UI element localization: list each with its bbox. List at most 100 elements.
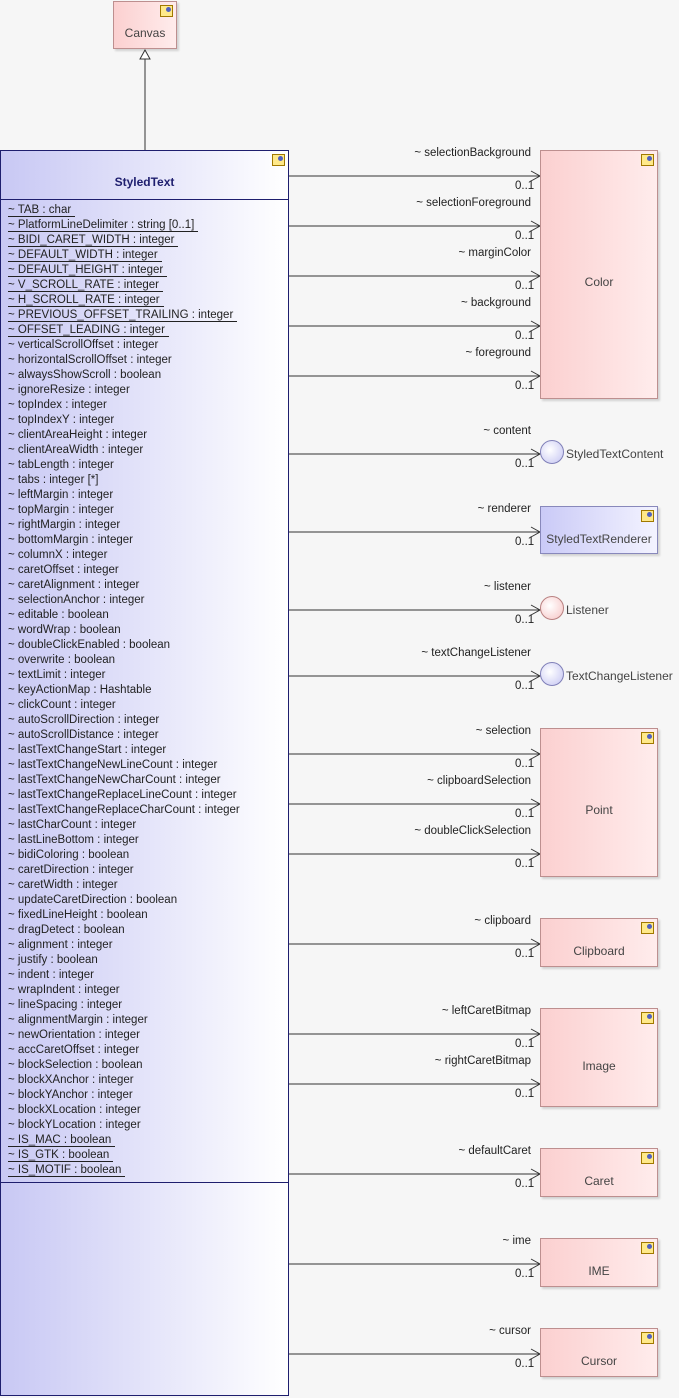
attribute-item: ~ lineSpacing : integer: [8, 998, 240, 1013]
attribute-item: ~ justify : boolean: [8, 953, 240, 968]
attribute-item: ~ horizontalScrollOffset : integer: [8, 353, 240, 368]
attribute-item: ~ alignment : integer: [8, 938, 240, 953]
attribute-item: ~ topIndexY : integer: [8, 413, 240, 428]
color-class[interactable]: Color: [540, 150, 658, 399]
association-role-label: ~ background: [460, 297, 531, 309]
association-multiplicity-label: 0..1: [515, 808, 535, 820]
association-multiplicity-label: 0..1: [515, 230, 535, 242]
attribute-text: ~ horizontalScrollOffset : integer: [8, 354, 172, 366]
association-multiplicity-label: 0..1: [515, 680, 535, 692]
attribute-text: ~ tabLength : integer: [8, 459, 114, 471]
attribute-text: ~ ignoreResize : integer: [8, 384, 130, 396]
styledtextcontent-interface-icon[interactable]: [540, 440, 564, 464]
attribute-text: ~ TAB : char: [8, 204, 76, 217]
point-class[interactable]: Point: [540, 728, 658, 877]
attribute-text: ~ IS_MOTIF : boolean: [8, 1164, 126, 1177]
attribute-text: ~ blockYLocation : integer: [8, 1119, 141, 1131]
association-multiplicity-label: 0..1: [515, 330, 535, 342]
association-role-label: ~ listener: [484, 581, 531, 593]
textchangelistener-label: TextChangeListener: [566, 669, 673, 683]
attribute-item: ~ fixedLineHeight : boolean: [8, 908, 240, 923]
attribute-text: ~ alignment : integer: [8, 939, 113, 951]
ime-class[interactable]: IME: [540, 1238, 658, 1287]
attribute-text: ~ justify : boolean: [8, 954, 98, 966]
attribute-item: ~ blockSelection : boolean: [8, 1058, 240, 1073]
association-role-label: ~ cursor: [489, 1325, 531, 1337]
attribute-text: ~ rightMargin : integer: [8, 519, 121, 531]
cursor-class-name: Cursor: [580, 1354, 617, 1368]
ime-class-name: IME: [588, 1264, 610, 1278]
attribute-item: ~ tabs : integer [*]: [8, 473, 240, 488]
attribute-item: ~ blockYAnchor : integer: [8, 1088, 240, 1103]
attribute-text: ~ blockYAnchor : integer: [8, 1089, 133, 1101]
association-role-label: ~ leftCaretBitmap: [441, 1005, 531, 1017]
cursor-class[interactable]: Cursor: [540, 1328, 658, 1377]
attribute-text: ~ IS_GTK : boolean: [8, 1149, 114, 1162]
attribute-text: ~ lastLineBottom : integer: [8, 834, 139, 846]
attribute-item: ~ clientAreaWidth : integer: [8, 443, 240, 458]
attribute-text: ~ V_SCROLL_RATE : integer: [8, 279, 163, 292]
association-role-label: ~ defaultCaret: [458, 1145, 531, 1157]
attribute-item: ~ IS_MOTIF : boolean: [8, 1163, 240, 1178]
attribute-item: ~ caretAlignment : integer: [8, 578, 240, 593]
class-icon: [641, 1152, 654, 1164]
attribute-item: ~ textLimit : integer: [8, 668, 240, 683]
attribute-text: ~ newOrientation : integer: [8, 1029, 141, 1041]
association-role-label: ~ renderer: [477, 503, 531, 515]
canvas-class-name: Canvas: [124, 26, 166, 40]
attribute-item: ~ lastTextChangeStart : integer: [8, 743, 240, 758]
attribute-item: ~ caretDirection : integer: [8, 863, 240, 878]
attribute-text: ~ autoScrollDirection : integer: [8, 714, 160, 726]
attribute-text: ~ lastTextChangeNewCharCount : integer: [8, 774, 221, 786]
attribute-item: ~ alignmentMargin : integer: [8, 1013, 240, 1028]
attribute-text: ~ DEFAULT_HEIGHT : integer: [8, 264, 168, 277]
caret-class[interactable]: Caret: [540, 1148, 658, 1197]
attribute-item: ~ IS_GTK : boolean: [8, 1148, 240, 1163]
clipboard-class[interactable]: Clipboard: [540, 918, 658, 967]
listener-interface-icon[interactable]: [540, 596, 564, 620]
attribute-item: ~ updateCaretDirection : boolean: [8, 893, 240, 908]
attribute-text: ~ lineSpacing : integer: [8, 999, 123, 1011]
attribute-text: ~ topIndexY : integer: [8, 414, 115, 426]
attribute-item: ~ autoScrollDirection : integer: [8, 713, 240, 728]
attribute-item: ~ wrapIndent : integer: [8, 983, 240, 998]
attribute-text: ~ caretWidth : integer: [8, 879, 118, 891]
styledtextrenderer-class[interactable]: StyledTextRenderer: [540, 506, 658, 554]
attribute-text: ~ columnX : integer: [8, 549, 108, 561]
class-icon: [272, 154, 285, 166]
class-icon: [641, 1242, 654, 1254]
attribute-text: ~ tabs : integer [*]: [8, 474, 99, 486]
attribute-item: ~ V_SCROLL_RATE : integer: [8, 278, 240, 293]
styledtext-class[interactable]: StyledText: [0, 150, 289, 1396]
attribute-item: ~ blockXLocation : integer: [8, 1103, 240, 1118]
attribute-item: ~ DEFAULT_WIDTH : integer: [8, 248, 240, 263]
attribute-text: ~ overwrite : boolean: [8, 654, 116, 666]
class-icon: [641, 732, 654, 744]
attribute-item: ~ indent : integer: [8, 968, 240, 983]
canvas-class[interactable]: Canvas: [113, 1, 177, 49]
name-separator: [1, 199, 288, 200]
attribute-item: ~ clickCount : integer: [8, 698, 240, 713]
styledtext-class-name: StyledText: [114, 175, 175, 189]
attribute-text: ~ lastCharCount : integer: [8, 819, 137, 831]
image-class[interactable]: Image: [540, 1008, 658, 1107]
attribute-text: ~ blockXAnchor : integer: [8, 1074, 134, 1086]
class-icon: [160, 5, 173, 17]
association-multiplicity-label: 0..1: [515, 858, 535, 870]
attribute-item: ~ verticalScrollOffset : integer: [8, 338, 240, 353]
class-icon: [641, 154, 654, 166]
attribute-text: ~ IS_MAC : boolean: [8, 1134, 116, 1147]
clipboard-class-name: Clipboard: [573, 944, 625, 958]
attribute-item: ~ blockXAnchor : integer: [8, 1073, 240, 1088]
styledtextcontent-label: StyledTextContent: [566, 447, 664, 461]
textchangelistener-interface-icon[interactable]: [540, 662, 564, 686]
attribute-item: ~ lastTextChangeNewCharCount : integer: [8, 773, 240, 788]
attribute-item: ~ leftMargin : integer: [8, 488, 240, 503]
attribute-text: ~ selectionAnchor : integer: [8, 594, 145, 606]
attribute-item: ~ accCaretOffset : integer: [8, 1043, 240, 1058]
attribute-item: ~ clientAreaHeight : integer: [8, 428, 240, 443]
image-class-name: Image: [582, 1059, 616, 1073]
association-multiplicity-label: 0..1: [515, 1358, 535, 1370]
association-role-label: ~ rightCaretBitmap: [434, 1055, 531, 1067]
attribute-list: ~ TAB : char ~ PlatformLineDelimiter : st…: [8, 203, 240, 1178]
